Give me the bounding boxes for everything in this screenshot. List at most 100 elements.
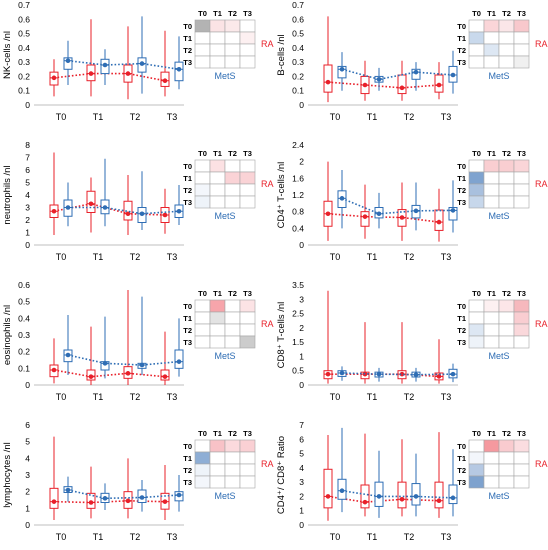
y-tick-label: 0.1 xyxy=(292,86,304,96)
y-tick-label: 7 xyxy=(299,420,304,430)
y-tick-label: 1 xyxy=(25,228,30,238)
heatmap-col-label: T3 xyxy=(517,289,526,298)
heatmap-row-label: T3 xyxy=(183,58,192,67)
heatmap-col-label: T0 xyxy=(198,149,207,158)
median-trend-line xyxy=(341,372,454,376)
y-tick-label: 1 xyxy=(299,351,304,361)
y-axis-label: CD4⁺ T-cells /nl xyxy=(276,162,287,229)
median-trend-line xyxy=(68,206,180,215)
x-tick-label: T3 xyxy=(441,252,452,262)
heatmap-cell xyxy=(513,451,530,465)
median-marker xyxy=(450,371,456,377)
heatmap-cell xyxy=(194,463,211,477)
y-tick-label: 0 xyxy=(25,520,30,530)
median-marker xyxy=(88,201,94,207)
median-marker xyxy=(436,374,442,379)
heatmap-cell xyxy=(239,451,256,465)
y-tick-label: 6 xyxy=(299,434,304,444)
heatmap-cell xyxy=(239,475,256,489)
heatmap-cell xyxy=(513,195,530,209)
heatmap-cell xyxy=(513,43,530,57)
median-marker xyxy=(436,219,442,225)
heatmap-cell xyxy=(224,299,241,313)
heatmap-cell xyxy=(224,31,241,45)
median-marker xyxy=(325,211,331,217)
heatmap-cell xyxy=(209,451,226,465)
y-tick-label: 2 xyxy=(25,487,30,497)
mets-label: MetS xyxy=(488,211,509,221)
x-tick-label: T2 xyxy=(130,112,141,122)
heatmap-col-label: T1 xyxy=(213,429,222,438)
y-tick-label: 0.2 xyxy=(292,71,304,81)
heatmap-cell xyxy=(498,299,515,313)
median-marker xyxy=(339,196,345,201)
heatmap-col-label: T1 xyxy=(213,9,222,18)
x-tick-label: T1 xyxy=(93,532,104,542)
y-tick-label: 2 xyxy=(25,215,30,225)
heatmap-cell xyxy=(513,463,530,477)
x-tick-label: T2 xyxy=(130,252,141,262)
heatmap-cell xyxy=(483,195,500,209)
mets-label: MetS xyxy=(488,491,509,501)
y-tick-label: 0.6 xyxy=(292,14,304,24)
heatmap-cell xyxy=(224,171,241,185)
heatmap-col-label: T0 xyxy=(198,429,207,438)
heatmap-row-label: T2 xyxy=(183,46,192,55)
y-tick-label: 0.2 xyxy=(18,71,30,81)
heatmap-cell xyxy=(513,311,530,325)
heatmap-cell xyxy=(513,299,530,313)
heatmap-cell xyxy=(239,171,256,185)
y-tick-label: 0.4 xyxy=(292,43,304,53)
heatmap-cell xyxy=(468,323,485,337)
heatmap-row-label: T1 xyxy=(457,34,466,43)
panel-8: CD4⁺/ CD8⁺ Ratio 0 1 2 3 4 5 6 7 T0 T1 T2 T3 T0 T0 T1 T1… xyxy=(276,420,548,542)
y-tick-label: 3 xyxy=(25,470,30,480)
heatmap-cell xyxy=(209,323,226,337)
x-tick-label: T2 xyxy=(404,112,415,122)
x-tick-label: T2 xyxy=(404,392,415,402)
heatmap-row-label: T3 xyxy=(183,198,192,207)
heatmap-col-label: T1 xyxy=(487,9,496,18)
y-tick-label: 0.7 xyxy=(292,0,304,10)
heatmap-row-label: T2 xyxy=(457,466,466,475)
y-axis-label: eosinophils /nl xyxy=(2,305,13,365)
y-tick-label: 5 xyxy=(299,449,304,459)
median-marker xyxy=(162,78,168,84)
x-tick-label: T1 xyxy=(93,112,104,122)
heatmap-cell xyxy=(239,19,256,33)
heatmap-cell xyxy=(483,43,500,57)
y-tick-label: 0.3 xyxy=(18,330,30,340)
y-tick-label: 0.1 xyxy=(18,86,30,96)
heatmap-col-label: T0 xyxy=(198,9,207,18)
heatmap-row-label: T3 xyxy=(183,338,192,347)
heatmap-cell xyxy=(194,475,211,489)
y-tick-label: 3.5 xyxy=(292,280,304,290)
heatmap-cell xyxy=(468,43,485,57)
x-tick-label: T0 xyxy=(330,112,341,122)
heatmap-cell xyxy=(468,171,485,185)
heatmap-col-label: T0 xyxy=(472,429,481,438)
ra-label: RA xyxy=(535,319,548,329)
heatmap-col-label: T3 xyxy=(243,9,252,18)
heatmap-col-label: T0 xyxy=(472,149,481,158)
y-tick-label: 0.4 xyxy=(18,43,30,53)
heatmap-cell xyxy=(239,323,256,337)
panel-4: CD4⁺ T-cells /nl 0 0.4 0.8 1.2 1.6 2 2.4 T0 T1 T2 T… xyxy=(276,140,548,262)
heatmap-col-label: T1 xyxy=(487,149,496,158)
heatmap-cell xyxy=(209,55,226,69)
heatmap-cell xyxy=(513,19,530,33)
median-marker xyxy=(413,494,419,499)
median-trend-line xyxy=(327,81,440,89)
heatmap-cell xyxy=(224,183,241,197)
heatmap-cell xyxy=(209,159,226,173)
y-tick-label: 0.3 xyxy=(292,57,304,67)
median-marker xyxy=(88,374,94,379)
heatmap-col-label: T2 xyxy=(502,289,511,298)
box xyxy=(434,481,444,509)
y-tick-label: 5 xyxy=(25,178,30,188)
median-marker xyxy=(65,58,71,64)
heatmap-cell xyxy=(224,475,241,489)
x-tick-label: T1 xyxy=(367,532,378,542)
heatmap-cell xyxy=(468,475,485,489)
